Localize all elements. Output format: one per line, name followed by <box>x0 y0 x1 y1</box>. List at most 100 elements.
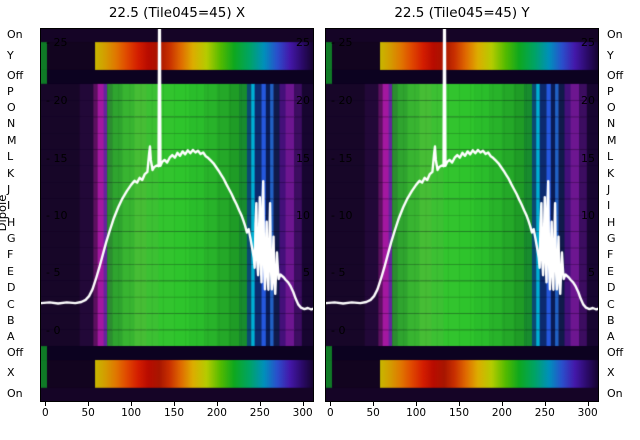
dipole-labels-right: On Y Off P O N M L K J I H G F E D C B A Off X On <box>607 0 640 440</box>
dipole-row-label: H <box>7 215 16 229</box>
dipole-row-label: Off <box>607 345 624 359</box>
x-tick-mark <box>88 402 90 406</box>
dipole-row-label: On <box>607 386 623 400</box>
dipole-row-label: J <box>7 182 11 196</box>
inner-tick-right: 5 <box>588 266 595 280</box>
dipole-row-label: M <box>607 133 617 147</box>
dipole-row-label: P <box>607 84 614 98</box>
panel-title-x: 22.5 (Tile045=45) X <box>108 5 246 21</box>
dipole-row-label: P <box>7 84 14 98</box>
inner-tick-left: - 10 <box>46 209 68 223</box>
x-tick-label: 150 <box>448 407 470 419</box>
x-axis-y: 0 50 100 150 200 250 300 <box>326 401 598 423</box>
x-tick-label: 100 <box>406 407 427 419</box>
inner-tick-left: - 15 <box>331 151 353 165</box>
inner-tick-right: 5 <box>303 266 310 280</box>
dipole-row-label: I <box>607 199 611 213</box>
dipole-row-label: On <box>7 28 23 42</box>
dipole-row-label: B <box>7 314 15 328</box>
dipole-row-label: On <box>607 28 623 42</box>
dipole-row-label: Off <box>607 69 624 83</box>
dipole-row-label: F <box>7 248 14 262</box>
x-tick-mark <box>131 402 133 406</box>
inner-tick-right: 20 <box>296 94 310 108</box>
x-tick-label: 200 <box>206 407 227 419</box>
inner-tick-right: 10 <box>581 209 595 223</box>
dipole-row-label: A <box>7 330 15 344</box>
x-tick-mark <box>501 402 503 406</box>
x-tick-label: 50 <box>81 407 95 419</box>
dipole-row-label: D <box>607 281 616 295</box>
x-tick-mark <box>259 402 261 406</box>
dipole-row-label: X <box>7 366 15 380</box>
inner-tick-right: 10 <box>296 209 310 223</box>
inner-tick-left: - 15 <box>46 151 68 165</box>
inner-tick-right: 20 <box>581 94 595 108</box>
dipole-labels-left: On Y Off P O N M L K J I H G F E D C B A Off X On <box>7 0 41 440</box>
x-tick-mark <box>330 402 332 406</box>
dipole-row-label: L <box>607 150 614 164</box>
inner-tick-left: - 20 <box>331 94 353 108</box>
inner-tick-left: - 10 <box>331 209 353 223</box>
dipole-row-label: N <box>607 117 616 131</box>
inner-tick-left: - 5 <box>46 266 61 280</box>
dipole-row-label: D <box>7 281 16 295</box>
x-tick-label: 250 <box>534 407 555 419</box>
x-tick-label: 150 <box>163 407 185 419</box>
inner-tick-left: - 0 <box>46 324 61 338</box>
dipole-row-label: Off <box>7 345 24 359</box>
x-tick-label: 300 <box>577 407 598 419</box>
dipole-row-label: X <box>607 366 615 380</box>
x-tick-mark <box>45 402 47 406</box>
x-tick-mark <box>216 402 218 406</box>
inner-tick-left: - 25 <box>331 36 353 50</box>
inner-tick-left: - 20 <box>46 94 68 108</box>
dipole-row-label: B <box>607 314 615 328</box>
x-tick-label: 100 <box>121 407 142 419</box>
x-tick-mark <box>416 402 418 406</box>
dipole-row-label: L <box>7 150 14 164</box>
inner-tick-left: - 0 <box>331 324 346 338</box>
inner-tick-left: - 25 <box>46 36 68 50</box>
dipole-row-label: K <box>607 166 615 180</box>
inner-tick-right: 15 <box>296 151 310 165</box>
dipole-row-label: G <box>7 232 16 246</box>
inner-tick-right: 25 <box>581 36 595 50</box>
dipole-row-label: E <box>607 264 614 278</box>
dipole-row-label: G <box>607 232 616 246</box>
dipole-row-label: A <box>607 330 615 344</box>
dipole-row-label: H <box>607 215 616 229</box>
dipole-row-label: O <box>607 100 616 114</box>
heatmap-canvas-x <box>41 29 313 401</box>
x-tick-label: 50 <box>366 407 380 419</box>
x-tick-label: 0 <box>41 407 49 419</box>
dipole-row-label: N <box>7 117 16 131</box>
inner-tick-right: 15 <box>581 151 595 165</box>
heatmap-panel-x: 22.5 (Tile045=45) X 0 50 100 150 200 250 300 -… <box>40 5 314 419</box>
x-tick-label: 250 <box>249 407 270 419</box>
dipole-row-label: J <box>607 182 611 196</box>
dipole-row-label: I <box>7 199 11 213</box>
x-tick-label: 200 <box>491 407 512 419</box>
dipole-row-label: E <box>7 264 14 278</box>
dipole-row-label: On <box>7 386 23 400</box>
x-tick-mark <box>544 402 546 406</box>
dipole-row-label: C <box>7 297 15 311</box>
dipole-row-label: Y <box>7 48 14 62</box>
dipole-row-label: Off <box>7 69 24 83</box>
x-tick-mark <box>302 402 304 406</box>
x-tick-mark <box>458 402 460 406</box>
dipole-row-label: O <box>7 100 16 114</box>
x-tick-mark <box>587 402 589 406</box>
heatmap-canvas-y <box>326 29 598 401</box>
dipole-row-label: M <box>7 133 17 147</box>
dipole-row-label: Y <box>607 48 614 62</box>
x-tick-label: 300 <box>292 407 313 419</box>
dipole-row-label: K <box>7 166 15 180</box>
dipole-row-label: C <box>607 297 615 311</box>
x-tick-mark <box>173 402 175 406</box>
inner-tick-right: 25 <box>296 36 310 50</box>
x-axis-x: 0 50 100 150 200 250 300 <box>41 401 313 423</box>
x-tick-label: 0 <box>326 407 334 419</box>
